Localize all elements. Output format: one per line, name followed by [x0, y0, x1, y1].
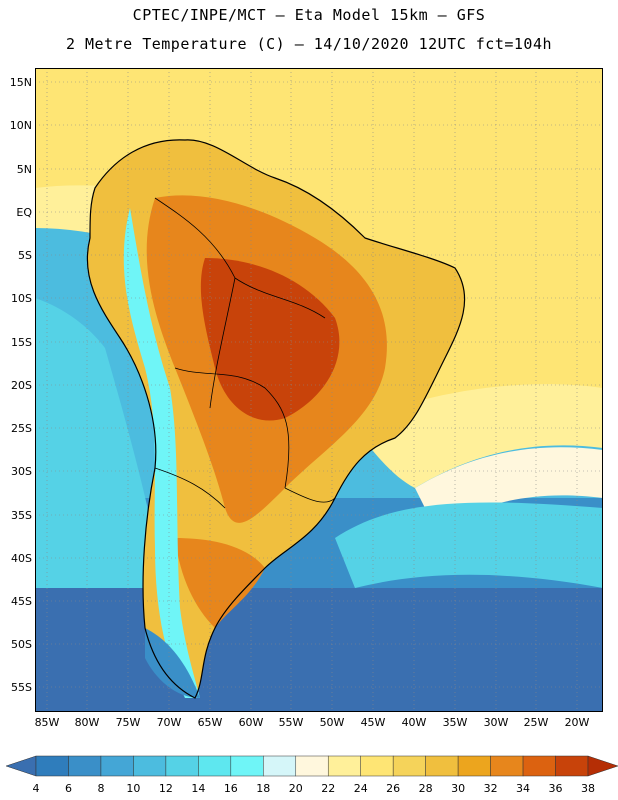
colorbar-swatch: [490, 755, 524, 777]
colorbar-tick-label: 28: [418, 782, 433, 795]
ocean-band-deep-south: [35, 568, 603, 712]
temperature-map: [35, 68, 603, 712]
lon-label: 55W: [278, 716, 304, 729]
pacific-cool-band: [35, 298, 165, 588]
lon-label: 80W: [74, 716, 100, 729]
colorbar-tick-label: 36: [548, 782, 563, 795]
lat-label: 10N: [9, 119, 32, 132]
lon-label: 30W: [483, 716, 509, 729]
colorbar-tick-label: 18: [256, 782, 271, 795]
lon-label: 60W: [238, 716, 264, 729]
lon-label: 85W: [34, 716, 60, 729]
colorbar-tick-label: 26: [386, 782, 401, 795]
lat-label: 5N: [16, 163, 32, 176]
chart-title-line1: CPTEC/INPE/MCT – Eta Model 15km – GFS: [132, 6, 486, 24]
lat-label: 10S: [11, 292, 32, 305]
lat-label: 20S: [11, 379, 32, 392]
lon-label: 20W: [564, 716, 590, 729]
lat-label: 40S: [11, 552, 32, 565]
colorbar: [6, 755, 618, 777]
lat-label: 25S: [11, 422, 32, 435]
interior-hottest-region: [200, 258, 340, 421]
colorbar-tick-label: 6: [64, 782, 72, 795]
colorbar-tick-label: 10: [126, 782, 141, 795]
lon-label: 50W: [319, 716, 345, 729]
map-border: [35, 68, 603, 712]
colorbar-tick-label: 38: [581, 782, 595, 795]
colorbar-swatch: [230, 755, 264, 777]
lon-label: 75W: [115, 716, 141, 729]
colorbar-swatch: [263, 755, 297, 777]
lat-label: EQ: [16, 206, 32, 219]
lon-label: 25W: [523, 716, 549, 729]
colorbar-swatch: [555, 755, 589, 777]
lat-label: 5S: [18, 249, 32, 262]
colorbar-swatch: [327, 755, 361, 777]
lat-label: 15N: [9, 76, 32, 89]
colorbar-tick-label: 14: [191, 782, 206, 795]
lat-label: 15S: [11, 336, 32, 349]
country-borders: [154, 197, 336, 509]
lon-label: 35W: [442, 716, 468, 729]
colorbar-tick-label: 34: [516, 782, 531, 795]
colorbar-swatch: [68, 755, 102, 777]
colorbar-swatch: [457, 755, 491, 777]
colorbar-tick-label: 22: [321, 782, 336, 795]
coastline: [86, 139, 466, 699]
andes-cool-strip: [123, 208, 200, 698]
colorbar-swatch: [425, 755, 459, 777]
colorbar-tick-label: 8: [97, 782, 105, 795]
lon-label: 65W: [197, 716, 223, 729]
colorbar-swatch: [133, 755, 167, 777]
colorbar-tick-label: 12: [158, 782, 173, 795]
colorbar-swatch: [295, 755, 329, 777]
south-tip-cool: [145, 628, 200, 698]
colorbar-swatch: [100, 755, 134, 777]
lon-label: 70W: [156, 716, 182, 729]
lat-label: 35S: [11, 509, 32, 522]
lat-label: 45S: [11, 595, 32, 608]
graticule: [35, 68, 603, 712]
colorbar-swatch: [35, 755, 69, 777]
lon-label: 45W: [360, 716, 386, 729]
colorbar-swatch: [522, 755, 556, 777]
colorbar-tick-label: 24: [353, 782, 368, 795]
patagonia-warm: [175, 538, 265, 628]
ocean-cool-belt: [335, 502, 603, 588]
lat-label: 50S: [11, 638, 32, 651]
colorbar-swatch: [198, 755, 232, 777]
colorbar-swatch: [360, 755, 394, 777]
colorbar-tick-label: 16: [223, 782, 238, 795]
colorbar-swatch: [165, 755, 199, 777]
lat-label: 55S: [11, 681, 32, 694]
colorbar-arrow-low: [6, 755, 37, 777]
colorbar-arrow-high: [587, 755, 618, 777]
colorbar-tick-label: 20: [288, 782, 303, 795]
chart-title-line2: 2 Metre Temperature (C) – 14/10/2020 12U…: [65, 35, 553, 53]
colorbar-tick-label: 4: [32, 782, 40, 795]
colorbar-tick-label: 30: [451, 782, 466, 795]
colorbar-swatch: [392, 755, 426, 777]
lon-label: 40W: [401, 716, 427, 729]
lat-label: 30S: [11, 465, 32, 478]
colorbar-tick-label: 32: [483, 782, 498, 795]
